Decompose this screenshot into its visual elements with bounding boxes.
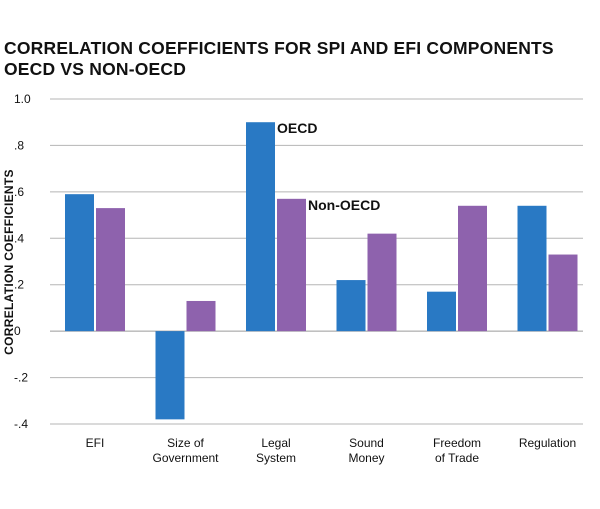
y-tick-label: 1.0	[14, 92, 31, 106]
x-tick-label: Regulation	[519, 436, 576, 450]
chart-title: CORRELATION COEFFICIENTS FOR SPI AND EFI…	[4, 38, 554, 80]
y-tick-label: .8	[14, 138, 24, 152]
series-label-oecd: OECD	[277, 120, 317, 136]
series-label-non-oecd: Non-OECD	[308, 197, 380, 213]
bar-oecd	[246, 122, 275, 332]
y-tick-label: .2	[14, 278, 24, 292]
x-tick-label: Sound	[349, 436, 384, 450]
x-tick-label: Legal	[261, 436, 290, 450]
x-tick-label: Money	[348, 451, 384, 465]
bar-non-oecd	[458, 205, 487, 332]
bar-oecd	[155, 331, 185, 420]
y-tick-label: .4	[14, 231, 24, 245]
x-tick-label: of Trade	[435, 451, 479, 465]
bar-oecd	[65, 194, 94, 332]
x-tick-label: Size of	[167, 436, 204, 450]
y-tick-label: 0	[14, 324, 21, 338]
x-tick-label: System	[256, 451, 296, 465]
y-tick-label: .6	[14, 185, 24, 199]
bar-non-oecd	[367, 233, 397, 332]
bar-non-oecd	[186, 300, 216, 332]
bar-non-oecd	[548, 254, 578, 332]
y-tick-label: -.2	[14, 371, 28, 385]
bar-oecd	[336, 280, 366, 332]
chart-title-line-1: CORRELATION COEFFICIENTS FOR SPI AND EFI…	[4, 38, 554, 58]
bar-non-oecd	[277, 198, 306, 332]
bar-oecd	[517, 205, 547, 332]
x-tick-label: Government	[152, 451, 219, 465]
y-tick-label: -.4	[14, 417, 28, 431]
bar-non-oecd	[96, 208, 125, 332]
chart-title-line-2: OECD VS NON-OECD	[4, 59, 187, 79]
x-tick-label: EFI	[86, 436, 105, 450]
y-axis-label: CORRELATION COEFFICIENTS	[2, 169, 16, 355]
x-tick-label: Freedom	[433, 436, 481, 450]
bar-oecd	[427, 291, 456, 332]
